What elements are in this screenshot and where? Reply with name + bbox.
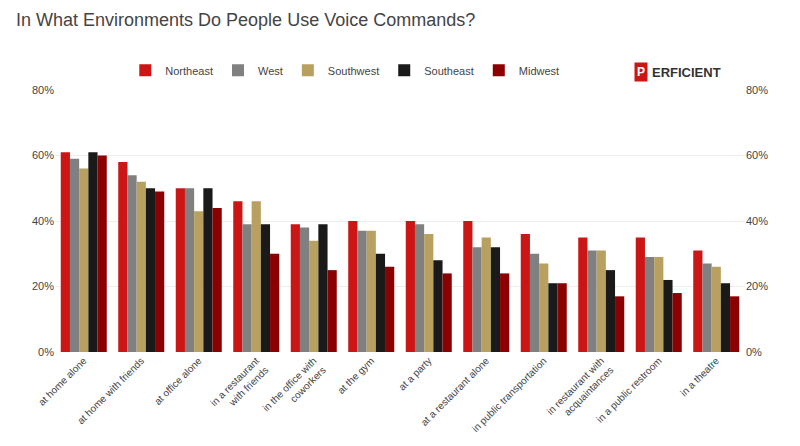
svg-text:at home alone: at home alone — [36, 355, 89, 408]
svg-text:in the office withcoworkers: in the office withcoworkers — [260, 355, 328, 423]
svg-text:Midwest: Midwest — [519, 65, 559, 77]
svg-text:40%: 40% — [746, 215, 768, 227]
svg-text:at a party: at a party — [396, 355, 433, 392]
svg-text:West: West — [258, 65, 283, 77]
svg-text:In What Environments Do People: In What Environments Do People Use Voice… — [16, 10, 475, 30]
svg-text:0%: 0% — [38, 346, 54, 358]
svg-text:at a restaurant alone: at a restaurant alone — [419, 355, 492, 428]
svg-text:in a restaurantwith friends: in a restaurantwith friends — [208, 355, 270, 417]
svg-text:80%: 80% — [32, 84, 54, 96]
svg-text:at office alone: at office alone — [152, 355, 204, 407]
svg-text:Southeast: Southeast — [424, 65, 474, 77]
svg-text:40%: 40% — [32, 215, 54, 227]
svg-text:at the gym: at the gym — [335, 355, 376, 396]
svg-text:in public transportation: in public transportation — [470, 355, 549, 434]
svg-text:at home with friends: at home with friends — [75, 355, 146, 426]
svg-text:Northeast: Northeast — [165, 65, 213, 77]
svg-text:P: P — [637, 65, 645, 79]
svg-text:Southwest: Southwest — [328, 65, 379, 77]
svg-text:60%: 60% — [746, 149, 768, 161]
svg-text:0%: 0% — [746, 346, 762, 358]
svg-text:20%: 20% — [746, 280, 768, 292]
svg-text:in restaurant withacquaintance: in restaurant withacquaintances — [545, 355, 616, 426]
svg-text:20%: 20% — [32, 280, 54, 292]
svg-text:ERFICIENT: ERFICIENT — [652, 65, 721, 80]
svg-text:in a theatre: in a theatre — [678, 355, 721, 398]
svg-text:80%: 80% — [746, 84, 768, 96]
svg-text:60%: 60% — [32, 149, 54, 161]
svg-text:in a public restroom: in a public restroom — [594, 355, 663, 424]
